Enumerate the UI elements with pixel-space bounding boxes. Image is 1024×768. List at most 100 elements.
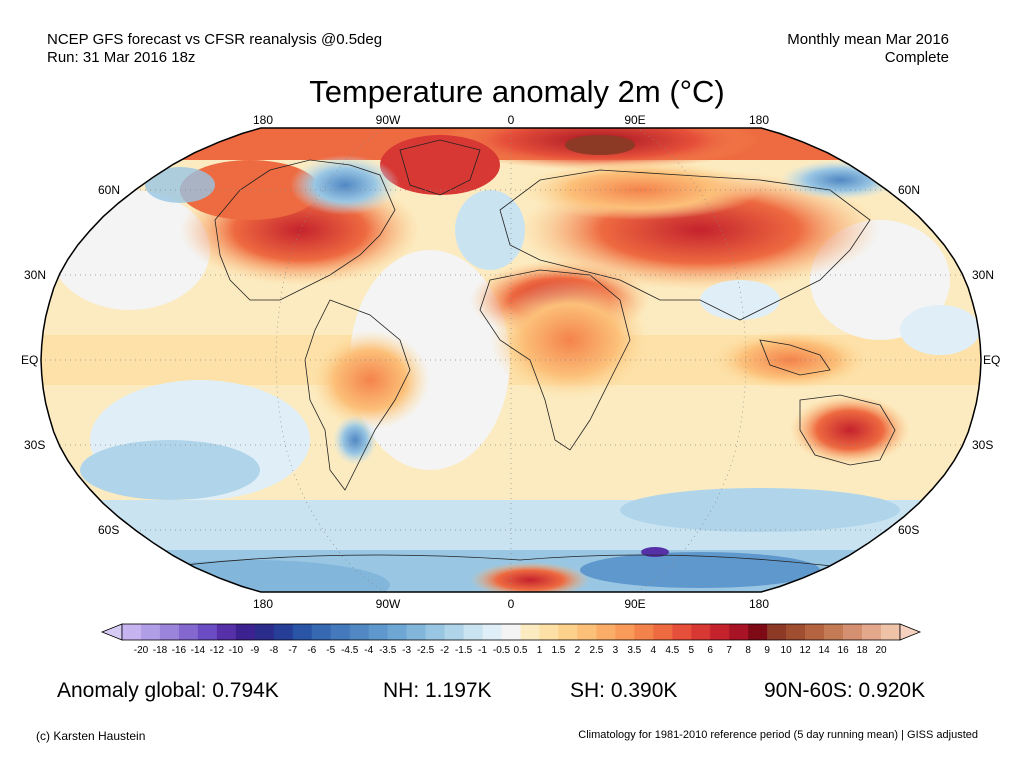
colorbar-swatch xyxy=(273,624,294,640)
colorbar-swatch xyxy=(786,624,806,640)
colorbar-swatch xyxy=(122,624,142,640)
colorbar-tick-label: -4 xyxy=(364,645,374,656)
lon-label-top-180w: 180 xyxy=(252,113,274,127)
colorbar-tick-label: 1.5 xyxy=(551,645,566,656)
run-info: Run: 31 Mar 2016 18z xyxy=(47,49,196,66)
lat-label-left-60s: 60S xyxy=(98,523,120,537)
colorbar-tick-label: 3 xyxy=(612,645,619,656)
anomaly-global: Anomaly global: 0.794K xyxy=(57,679,279,702)
colorbar-swatch xyxy=(387,624,407,640)
colorbar-tick-label: 7 xyxy=(726,645,732,656)
colorbar-tick-label: -8 xyxy=(269,645,279,656)
colorbar-swatch xyxy=(615,624,635,640)
colorbar-tick-label: 9 xyxy=(764,645,770,656)
colorbar-tick-label: -6 xyxy=(307,645,317,656)
colorbar-swatch xyxy=(501,624,521,640)
colorbar-tick-label: -20 xyxy=(133,645,149,656)
colorbar-tick-label: -5 xyxy=(326,645,336,656)
anomaly-sh: SH: 0.390K xyxy=(570,679,678,702)
lat-label-left-eq: EQ xyxy=(21,353,39,367)
status-info: Complete xyxy=(884,49,949,66)
colorbar-swatch xyxy=(672,624,692,640)
colorbar-tick-label: -1 xyxy=(478,645,487,656)
lon-label-bottom-0: 0 xyxy=(507,597,515,611)
colorbar-swatch xyxy=(482,624,502,640)
period-info: Monthly mean Mar 2016 xyxy=(787,31,949,48)
model-info: NCEP GFS forecast vs CFSR reanalysis @0.… xyxy=(47,31,383,48)
globe-outline xyxy=(40,127,982,593)
lat-label-right-60n: 60N xyxy=(898,183,921,197)
colorbar-tick-label: 4 xyxy=(650,645,657,656)
colorbar-tick-label: -0.5 xyxy=(492,645,511,656)
anomaly-arctic: 90N-60S: 0.920K xyxy=(764,679,926,702)
lon-label-bottom-90w: 90W xyxy=(375,597,401,611)
colorbar-tick-label: 16 xyxy=(837,645,849,656)
colorbar-swatch xyxy=(520,624,540,640)
colorbar-tick-label: 1 xyxy=(536,645,543,656)
colorbar-swatch xyxy=(406,624,426,640)
colorbar-swatch xyxy=(596,624,616,640)
lat-label-right-60s: 60S xyxy=(898,523,920,537)
lon-label-top-0: 0 xyxy=(507,113,515,127)
colorbar-swatch xyxy=(349,624,369,640)
colorbar-swatch xyxy=(368,624,388,640)
colorbar-swatch xyxy=(159,624,180,640)
colorbar-swatch xyxy=(710,624,730,640)
colorbar-tick-label: -7 xyxy=(288,645,298,656)
colorbar-swatch xyxy=(805,624,825,640)
colorbar-swatch xyxy=(539,624,559,640)
colorbar-tick-label: -3.5 xyxy=(379,645,397,656)
colorbar-swatch xyxy=(862,624,882,640)
colorbar-swatch xyxy=(216,624,237,640)
colorbar-tick-label: -14 xyxy=(190,645,206,656)
colorbar-right-arrow xyxy=(899,623,922,641)
lat-label-right-30s: 30S xyxy=(972,438,994,452)
lat-label-left-30s: 30S xyxy=(24,438,46,452)
colorbar-tick-label: 8 xyxy=(745,645,751,656)
anomaly-nh: NH: 1.197K xyxy=(383,679,492,702)
colorbar-tick-label: 2 xyxy=(574,645,581,656)
colorbar-tick-label: 2.5 xyxy=(589,645,604,656)
colorbar-tick-label: 0.5 xyxy=(513,645,528,656)
colorbar-swatch xyxy=(767,624,787,640)
colorbar-tick-label: 4.5 xyxy=(665,645,680,656)
colorbar-swatch xyxy=(691,624,711,640)
colorbar-swatch xyxy=(843,624,863,640)
colorbar-tick-label: -16 xyxy=(171,645,187,656)
colorbar-swatch xyxy=(653,624,673,640)
colorbar-swatch xyxy=(254,624,275,640)
colorbar-swatch xyxy=(444,624,464,640)
colorbar-swatch xyxy=(463,624,483,640)
colorbar-swatch xyxy=(292,624,313,640)
graticule xyxy=(41,128,980,592)
colorbar-tick-label: -18 xyxy=(152,645,168,656)
colorbar-swatch xyxy=(634,624,654,640)
colorbar-swatch xyxy=(748,624,768,640)
colorbar-tick-label: -2.5 xyxy=(416,645,435,656)
colorbar-tick-label: -4.5 xyxy=(341,645,359,656)
colorbar-tick-label: -10 xyxy=(228,645,244,656)
lat-label-right-30n: 30N xyxy=(972,268,995,282)
colorbar-swatch xyxy=(824,624,844,640)
colorbar-tick-label: -12 xyxy=(209,645,225,656)
lon-label-top-90e: 90E xyxy=(624,113,646,127)
lat-label-left-60n: 60N xyxy=(98,183,121,197)
colorbar-swatch xyxy=(881,624,901,640)
colorbar-swatch xyxy=(425,624,445,640)
colorbar-tick-label: 6 xyxy=(707,645,713,656)
colorbar-tick-label: 3.5 xyxy=(627,645,642,656)
colorbar-swatch xyxy=(311,624,332,640)
colorbar-swatch xyxy=(178,624,199,640)
colorbar-swatch xyxy=(577,624,597,640)
colorbar-swatch xyxy=(558,624,578,640)
colorbar-tick-label: 14 xyxy=(818,645,830,656)
colorbar-swatch xyxy=(140,624,161,640)
lon-label-top-180e: 180 xyxy=(748,113,770,127)
colorbar-tick-label: 10 xyxy=(780,645,792,656)
colorbar-swatch xyxy=(235,624,256,640)
colorbar-tick-label: -1.5 xyxy=(454,645,473,656)
colorbar-tick-label: 20 xyxy=(875,645,887,656)
colorbar-swatch xyxy=(729,624,749,640)
